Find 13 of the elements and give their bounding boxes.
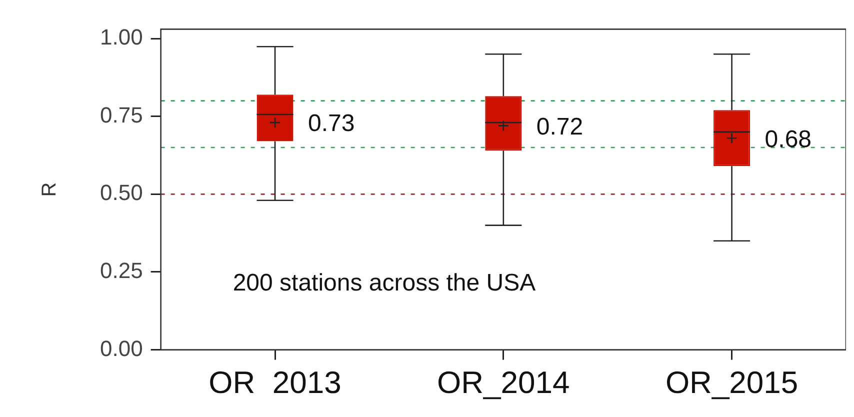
- y-tick-label: 0.25: [100, 258, 143, 284]
- annotation: 0.68: [764, 126, 812, 153]
- x-tick-label: OR_2015: [665, 364, 798, 400]
- x-tick-label: OR 2013: [208, 364, 342, 400]
- annotation: 0.72: [536, 113, 584, 140]
- y-axis-title: R: [38, 182, 61, 197]
- y-tick-label: 0.50: [100, 180, 143, 206]
- y-tick-label: 0.00: [100, 336, 143, 361]
- annotation: 0.73: [308, 110, 355, 138]
- y-tick-label: 0.75: [100, 102, 143, 128]
- y-tick-label: 1.00: [100, 24, 143, 50]
- x-tick-label: OR_2014: [437, 364, 570, 400]
- annotation: 200 stations across the USA: [232, 270, 536, 297]
